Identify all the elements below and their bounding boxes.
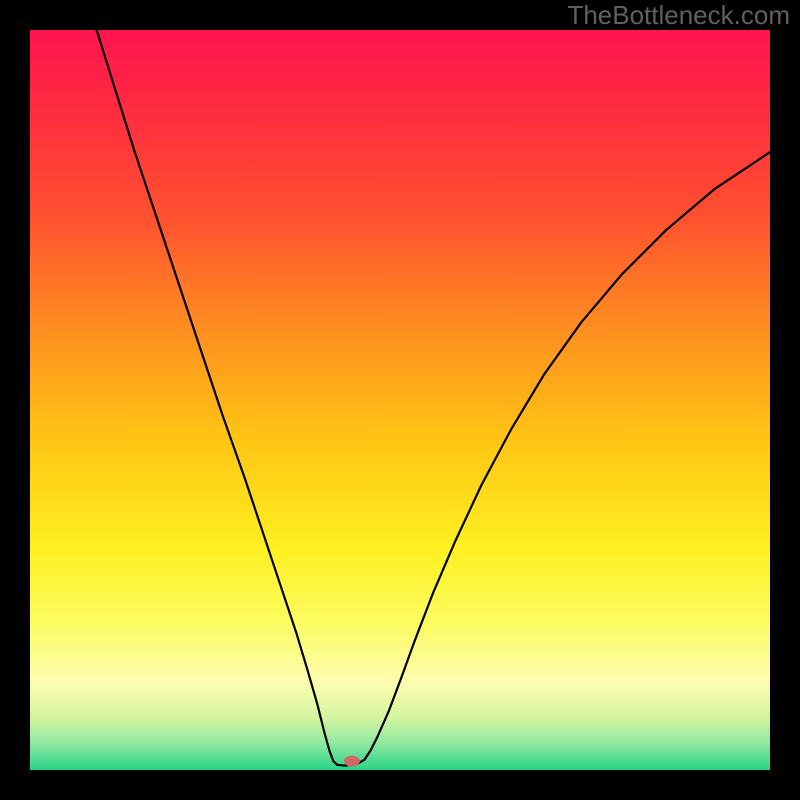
chart-container: TheBottleneck.com <box>0 0 800 800</box>
watermark-text: TheBottleneck.com <box>567 0 790 30</box>
chart-plot-area <box>30 30 770 770</box>
bottleneck-chart: TheBottleneck.com <box>0 0 800 800</box>
optimum-marker <box>344 756 360 767</box>
